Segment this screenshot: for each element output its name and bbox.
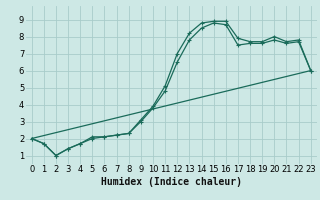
X-axis label: Humidex (Indice chaleur): Humidex (Indice chaleur) [101,177,242,187]
